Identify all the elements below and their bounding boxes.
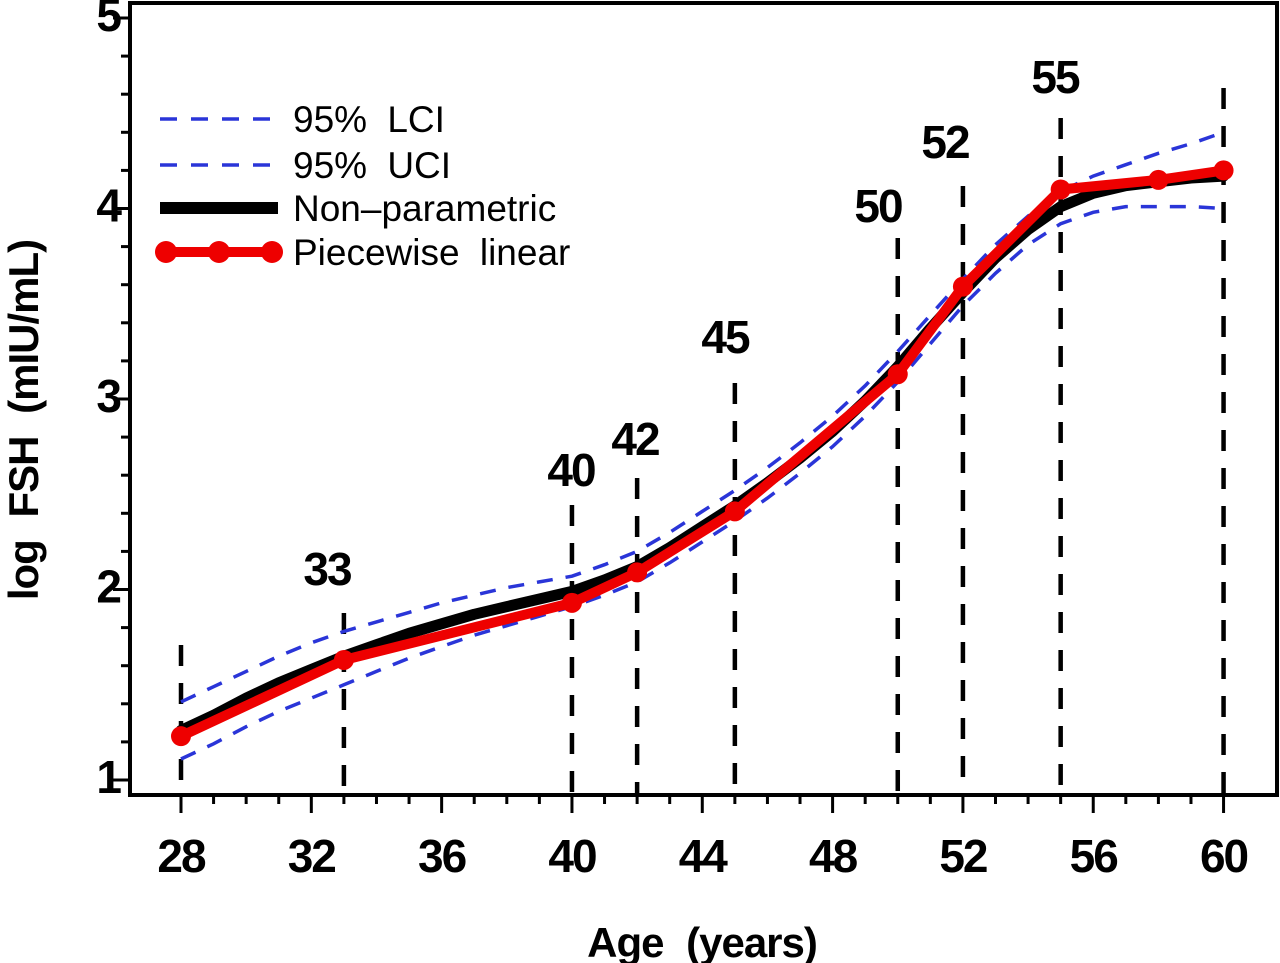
legend-swatch-dot — [208, 241, 230, 263]
breakpoint-label-42: 42 — [611, 413, 659, 465]
piecewise-marker-28 — [171, 726, 191, 747]
x-tick-label: 40 — [548, 830, 596, 882]
x-tick-label: 52 — [939, 830, 987, 882]
x-tick-label: 60 — [1200, 830, 1248, 882]
y-axis-title: log FSH (mIU/mL) — [0, 240, 47, 600]
x-tick-label: 32 — [288, 830, 336, 882]
piecewise-marker-33 — [333, 649, 354, 670]
legend-swatch-dot — [155, 241, 177, 263]
piecewise-marker-52 — [952, 276, 973, 297]
breakpoint-label-40: 40 — [547, 444, 595, 496]
breakpoint-label-52: 52 — [921, 116, 969, 168]
x-axis-title: Age (years) — [587, 919, 817, 963]
piecewise-marker-45 — [724, 501, 745, 522]
legend-swatch-dot — [261, 241, 283, 263]
series-95-lci — [180, 204, 1224, 761]
piecewise-marker-60 — [1213, 160, 1234, 181]
y-tick-label: 3 — [96, 370, 120, 422]
x-tick-label: 48 — [809, 830, 858, 882]
legend-item-2: 95% UCI — [160, 145, 451, 186]
y-tick-label: 1 — [96, 751, 121, 803]
legend-label-4: Piecewise linear — [293, 232, 570, 273]
legend-label-1: 95% LCI — [293, 99, 445, 140]
x-tick-label: 44 — [679, 830, 729, 882]
legend-label-2: 95% UCI — [293, 145, 451, 186]
piecewise-marker-58 — [1148, 169, 1169, 190]
x-tick-label: 28 — [157, 830, 206, 882]
x-tick-label: 36 — [418, 830, 466, 882]
legend-item-1: 95% LCI — [160, 99, 445, 140]
y-tick-label: 2 — [96, 561, 120, 613]
piecewise-marker-50 — [887, 364, 908, 385]
legend-label-3: Non–parametric — [293, 188, 556, 229]
piecewise-marker-40 — [561, 592, 582, 613]
series-piecewise-linear — [176, 165, 1229, 742]
piecewise-marker-42 — [627, 562, 648, 583]
breakpoint-label-50: 50 — [854, 180, 902, 232]
piecewise-marker-55 — [1050, 179, 1071, 200]
breakpoint-label-33: 33 — [303, 543, 351, 595]
legend-item-3: Non–parametric — [160, 188, 556, 229]
breakpoint-label-55: 55 — [1031, 51, 1080, 103]
y-tick-label: 4 — [96, 180, 122, 232]
legend-item-4: Piecewise linear — [155, 232, 570, 273]
breakpoint-label-45: 45 — [701, 311, 750, 363]
y-tick-label: 5 — [96, 0, 121, 41]
x-tick-label: 56 — [1070, 830, 1118, 882]
